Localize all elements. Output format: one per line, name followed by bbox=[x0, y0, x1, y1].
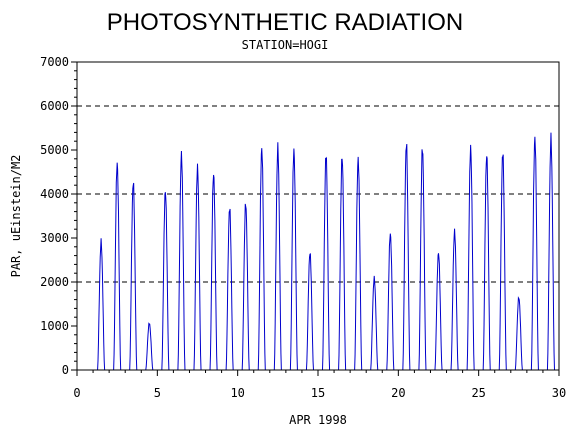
series-layer bbox=[95, 132, 559, 371]
y-tick-label-1000: 1000 bbox=[40, 319, 69, 333]
reference-lines bbox=[77, 105, 559, 283]
x-tick-label-15: 15 bbox=[311, 386, 325, 400]
x-axis: 0 5 10 15 20 25 30 bbox=[73, 370, 566, 400]
x-tick-label-25: 25 bbox=[471, 386, 485, 400]
y-tick-label-2000: 2000 bbox=[40, 275, 69, 289]
y-axis: 0 1000 2000 3000 4000 5000 6000 7000 bbox=[40, 55, 77, 377]
x-tick-label-10: 10 bbox=[230, 386, 244, 400]
x-tick-label-30: 30 bbox=[552, 386, 566, 400]
x-tick-label-0: 0 bbox=[73, 386, 80, 400]
y-axis-label: PAR, uEinstein/M2 bbox=[9, 155, 23, 278]
y-tick-label-5000: 5000 bbox=[40, 143, 69, 157]
y-tick-label-4000: 4000 bbox=[40, 187, 69, 201]
chart-title: PHOTOSYNTHETIC RADIATION bbox=[107, 9, 463, 36]
x-tick-label-20: 20 bbox=[391, 386, 405, 400]
y-tick-label-6000: 6000 bbox=[40, 99, 69, 113]
chart-subtitle: STATION=HOGI bbox=[242, 38, 329, 52]
par-series-line bbox=[95, 132, 559, 371]
y-tick-label-0: 0 bbox=[62, 363, 69, 377]
y-tick-label-3000: 3000 bbox=[40, 231, 69, 245]
x-axis-label: APR 1998 bbox=[289, 413, 347, 427]
x-tick-label-5: 5 bbox=[154, 386, 161, 400]
y-tick-label-7000: 7000 bbox=[40, 55, 69, 69]
